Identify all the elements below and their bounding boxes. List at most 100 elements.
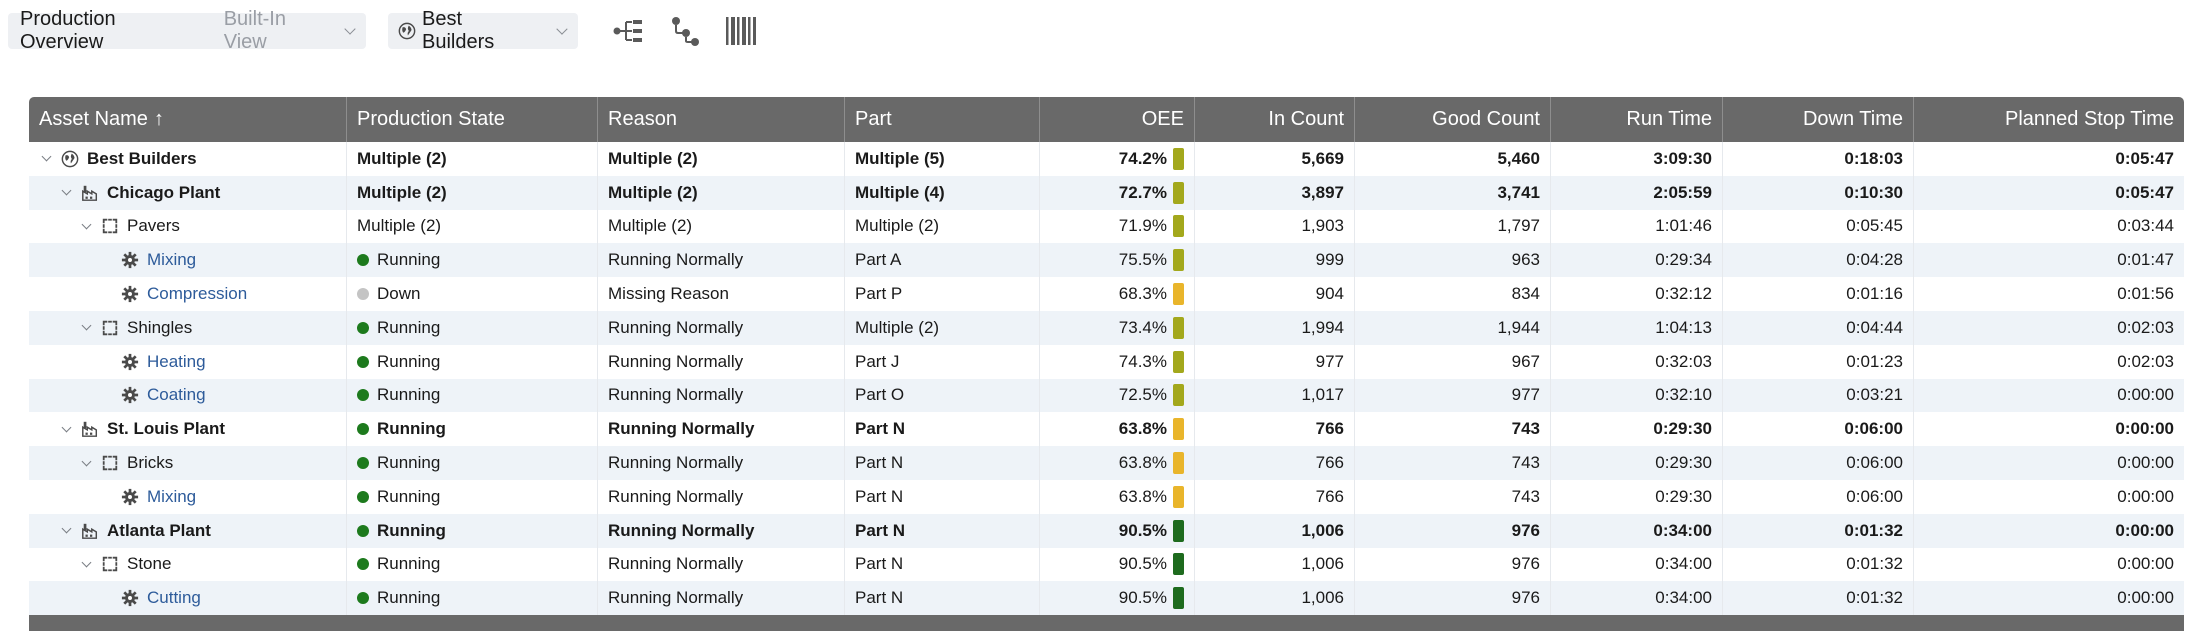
- column-header-asset-name[interactable]: Asset Name ↑: [29, 97, 347, 142]
- column-header-oee[interactable]: OEE: [1040, 97, 1195, 142]
- asset-cell: Compression: [29, 277, 347, 311]
- table-row[interactable]: Coating Running Running Normally Part O 72.5…: [29, 378, 2184, 413]
- asset-link[interactable]: Mixing: [147, 486, 197, 506]
- asset-link[interactable]: Heating: [147, 351, 206, 371]
- expand-toggle[interactable]: [59, 422, 73, 433]
- view-selector[interactable]: Production Overview Built-In View: [8, 8, 366, 53]
- table-row[interactable]: Cutting Running Running Normally Part N 90.5…: [29, 581, 2184, 616]
- in-count-cell: 5,669: [1195, 142, 1355, 176]
- oee-indicator: [1173, 215, 1184, 238]
- oee-indicator: [1173, 181, 1184, 204]
- table-row[interactable]: Bricks Running Running Normally Part N 63.8%…: [29, 446, 2184, 480]
- reason-cell: Running Normally: [598, 513, 845, 548]
- good-count-cell: 976: [1355, 513, 1551, 548]
- column-header-down-time[interactable]: Down Time: [1723, 97, 1914, 142]
- table-row[interactable]: Compression Down Missing Reason Part P 68.3%…: [29, 277, 2184, 311]
- column-header-in-count[interactable]: In Count: [1195, 97, 1355, 142]
- planned-stop-time-cell: 0:05:47: [2115, 182, 2174, 202]
- asset-cell: Coating: [29, 378, 347, 413]
- barcode-button[interactable]: [724, 14, 758, 48]
- oee-cell: 74.3%: [1040, 344, 1195, 379]
- oee-indicator: [1173, 587, 1184, 610]
- table-row[interactable]: Mixing Running Running Normally Part N 63.8%…: [29, 479, 2184, 514]
- table-row[interactable]: Mixing Running Running Normally Part A 75.5%…: [29, 243, 2184, 278]
- status-dot: [357, 592, 369, 605]
- column-header-reason[interactable]: Reason: [598, 97, 845, 142]
- oee-cell: 63.8%: [1040, 479, 1195, 514]
- asset-link[interactable]: Cutting: [147, 588, 201, 608]
- cog-icon: [121, 590, 139, 607]
- planned-stop-time-cell: 0:00:00: [2117, 453, 2174, 473]
- down-time-cell: 0:06:00: [1723, 446, 1914, 480]
- column-header-planned-stop-time[interactable]: Planned Stop Time: [2005, 108, 2174, 130]
- production-state-cell: Multiple (2): [347, 175, 598, 210]
- oee-value: 73.4%: [1118, 317, 1167, 337]
- asset-name: St. Louis Plant: [107, 419, 226, 439]
- down-time-cell: 0:03:21: [1723, 378, 1914, 413]
- expand-toggle[interactable]: [59, 185, 73, 196]
- asset-cell: St. Louis Plant: [29, 412, 347, 447]
- asset-cell: Chicago Plant: [29, 175, 347, 210]
- column-header-good-count[interactable]: Good Count: [1355, 97, 1551, 142]
- oee-indicator: [1173, 553, 1184, 576]
- expand-toggle[interactable]: [79, 456, 93, 467]
- good-count-cell: 967: [1355, 344, 1551, 379]
- expand-toggle[interactable]: [39, 151, 53, 162]
- oee-indicator: [1173, 452, 1184, 475]
- table-row[interactable]: Chicago Plant Multiple (2) Multiple (2) Mul…: [29, 175, 2184, 210]
- asset-cell: Heating: [29, 344, 347, 379]
- in-count-cell: 1,006: [1195, 547, 1355, 582]
- reason-cell: Running Normally: [598, 412, 845, 447]
- expand-toggle[interactable]: [79, 557, 93, 568]
- expand-toggle[interactable]: [59, 523, 73, 534]
- down-time-cell: 0:01:23: [1723, 344, 1914, 379]
- part-cell: Multiple (2): [845, 310, 1040, 345]
- table-row[interactable]: Shingles Running Running Normally Multiple …: [29, 310, 2184, 345]
- view-subtitle: Built-In View: [223, 8, 286, 53]
- tree-view-icon: [613, 20, 642, 42]
- asset-selector[interactable]: Best Builders: [388, 8, 578, 53]
- asset-link[interactable]: Mixing: [147, 250, 197, 270]
- oee-cell: 90.5%: [1040, 547, 1195, 582]
- down-time-cell: 0:01:16: [1723, 277, 1914, 311]
- asset-link[interactable]: Coating: [147, 385, 206, 405]
- production-state-cell: Running: [347, 479, 598, 514]
- oee-cell: 63.8%: [1040, 446, 1195, 480]
- run-time-cell: 0:32:12: [1551, 277, 1723, 311]
- planned-stop-time-cell: 0:02:03: [2117, 317, 2174, 337]
- part-cell: Part J: [845, 344, 1040, 379]
- tree-view-button[interactable]: [612, 14, 646, 48]
- table-row[interactable]: Heating Running Running Normally Part J 74.3…: [29, 344, 2184, 379]
- hierarchy-button[interactable]: [668, 14, 702, 48]
- down-time-cell: 0:10:30: [1723, 175, 1914, 210]
- table-row[interactable]: Stone Running Running Normally Part N 90.5% 1…: [29, 547, 2184, 582]
- asset-link[interactable]: Compression: [147, 284, 248, 304]
- production-state-text: Down: [377, 284, 421, 304]
- expand-toggle[interactable]: [79, 219, 93, 230]
- column-header-run-time[interactable]: Run Time: [1551, 97, 1723, 142]
- part-cell: Multiple (5): [845, 142, 1040, 176]
- oee-cell: 90.5%: [1040, 581, 1195, 616]
- run-time-cell: 0:29:30: [1551, 479, 1723, 514]
- production-state-cell: Running: [347, 581, 598, 616]
- oee-value: 90.5%: [1118, 520, 1167, 540]
- in-count-cell: 1,006: [1195, 513, 1355, 548]
- table-row[interactable]: Best Builders Multiple (2) Multiple (2) Mul…: [29, 142, 2184, 176]
- expand-toggle[interactable]: [79, 320, 93, 331]
- table-row[interactable]: Pavers Multiple (2) Multiple (2) Multiple (…: [29, 209, 2184, 244]
- column-header-production-state[interactable]: Production State: [347, 97, 598, 142]
- good-count-cell: 743: [1355, 412, 1551, 447]
- reason-cell: Running Normally: [598, 547, 845, 582]
- production-state-cell: Down: [347, 277, 598, 311]
- table-row[interactable]: Atlanta Plant Running Running Normally Part…: [29, 513, 2184, 548]
- part-cell: Part N: [845, 513, 1040, 548]
- view-title: Production Overview: [20, 8, 116, 53]
- table-row[interactable]: St. Louis Plant Running Running Normally Pa…: [29, 412, 2184, 447]
- oee-value: 74.2%: [1118, 148, 1167, 168]
- column-header-part[interactable]: Part: [845, 97, 1040, 142]
- cog-icon: [121, 252, 139, 269]
- area-icon: [102, 557, 118, 572]
- run-time-cell: 1:04:13: [1551, 310, 1723, 345]
- status-dot: [357, 288, 369, 301]
- reason-cell: Running Normally: [598, 344, 845, 379]
